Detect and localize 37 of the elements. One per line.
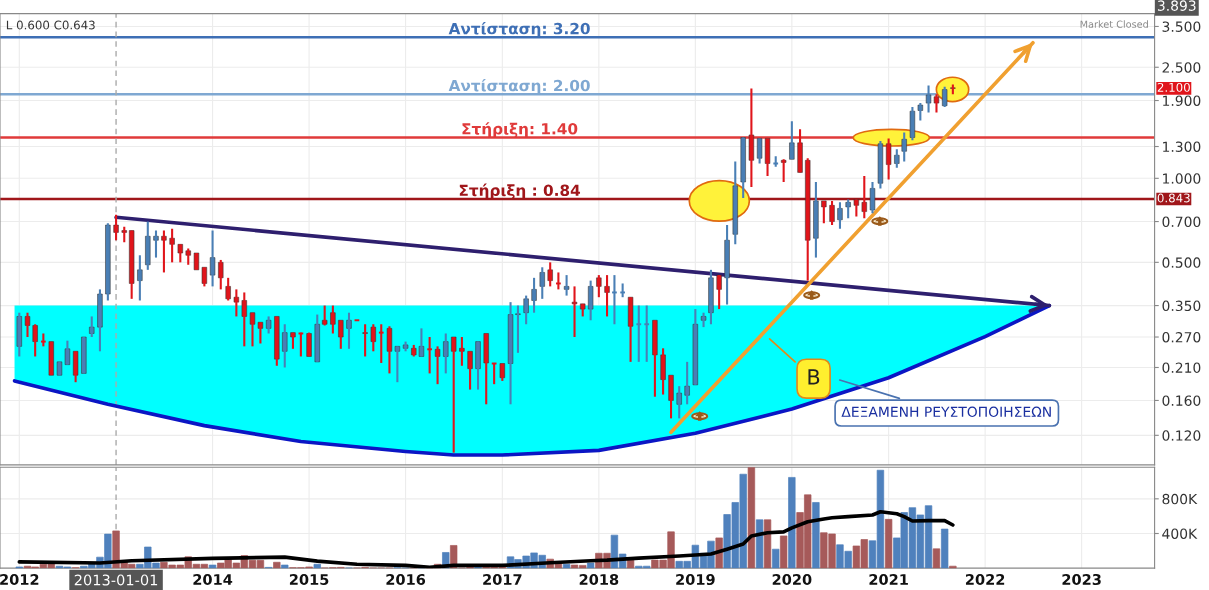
x-tick-label: 2015 [289,573,329,586]
x-tick-label: 2022 [965,573,1005,586]
y-tick-label: 1.300 [1163,141,1201,152]
y-tick-label: 400K [1162,528,1198,539]
y-tick-label: 0.210 [1162,362,1201,373]
ref-line-label: 2013-01-01 [74,574,158,586]
x-tick-label: 2014 [193,573,233,586]
y-tick-label: 0.500 [1162,257,1201,268]
y-tick-label: 0.270 [1162,331,1201,343]
ref-line-label: Αντίσταση: 3.20 [448,21,590,38]
y-tick-label: 1.000 [1163,173,1201,184]
y-tick-label: 1.900 [1163,95,1201,106]
x-tick-label: 2012 [0,573,39,586]
ref-line-label: Αντίσταση: 2.00 [448,78,590,95]
annotation: Market Closed [1080,20,1148,28]
text: 3.893 [1157,0,1196,11]
annotation: 2.100 [1157,82,1190,92]
y-tick-label: 0.350 [1162,300,1201,312]
ref-line-label: Στήριξη : 0.84 [459,183,581,200]
x-tick-label: 2020 [772,573,812,586]
x-tick-label: 2018 [579,573,619,586]
y-tick-label: 800K [1162,493,1198,505]
x-tick-label: 2017 [483,573,522,586]
x-tick-label: 2019 [676,573,715,586]
y-tick-label: 0.160 [1162,395,1201,406]
x-tick-label: 2023 [1062,573,1101,586]
x-tick-label: 2016 [386,573,426,586]
y-tick-label: 3.500 [1162,21,1201,32]
annotation: 0.843 [1157,193,1190,203]
annotation: ΔΕΞΑΜΕΝΗ ΡΕΥΣΤΟΠΟΙΗΣΕΩΝ [841,406,1051,418]
annotation: B [808,369,820,385]
y-tick-label: 0.120 [1162,430,1201,441]
ref-line-label: Στήριξη: 1.40 [462,122,578,138]
annotation: L 0.600 C0.643 [6,20,95,30]
y-tick-label: 2.500 [1162,62,1201,73]
y-tick-label: 0.700 [1162,216,1201,228]
x-tick-label: 2021 [869,573,908,586]
